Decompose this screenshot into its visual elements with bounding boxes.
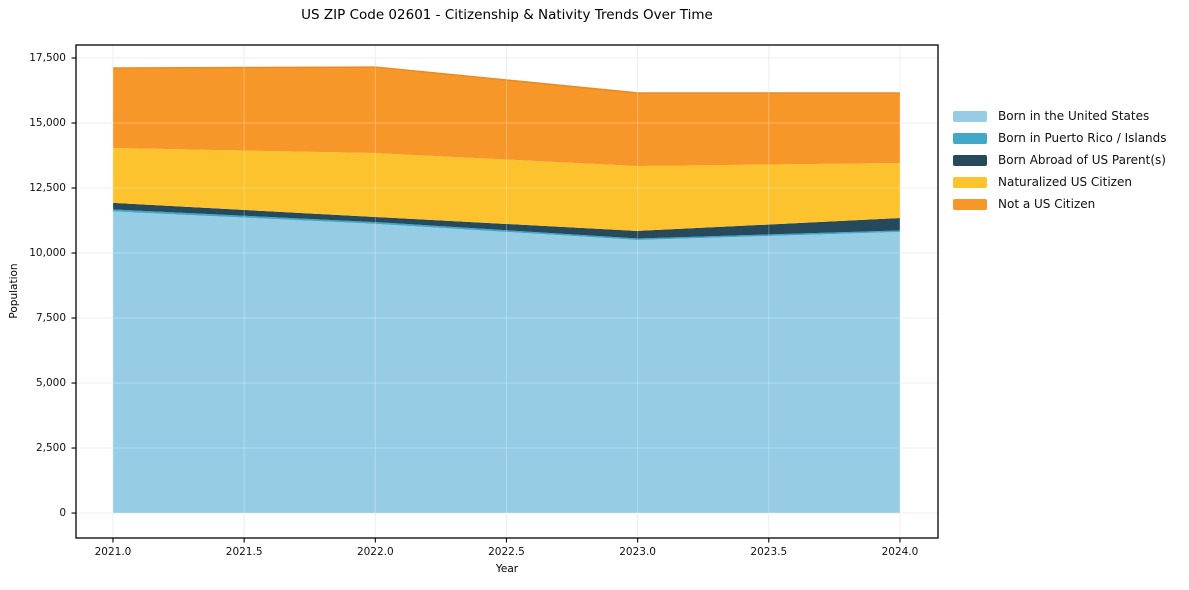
x-tick-label: 2022.0: [356, 546, 394, 558]
y-tick-label: 0: [59, 507, 66, 520]
x-axis-label: Year: [495, 563, 519, 575]
area-born-abroad-of-us-parent-s: [112, 202, 900, 239]
x-tick-label: 2024.0: [881, 546, 919, 558]
legend: Born in the United States Born in Puerto …: [953, 105, 1167, 215]
y-tick-label: 15,000: [29, 117, 66, 129]
legend-swatch: [953, 154, 987, 166]
y-tick-label: 12,500: [29, 182, 66, 194]
legend-label: Naturalized US Citizen: [998, 175, 1132, 189]
y-tick-label: 10,000: [29, 247, 66, 260]
y-tick-label: 2,500: [35, 442, 66, 455]
legend-item: Born in the United States: [953, 105, 1167, 127]
y-tick-label: 5,000: [35, 377, 66, 390]
total-top-edge: [112, 66, 900, 94]
legend-item: Naturalized US Citizen: [953, 171, 1167, 193]
legend-item: Born in Puerto Rico / Islands: [953, 127, 1167, 149]
area-naturalized-us-citizen: [112, 147, 900, 231]
x-tick-label: 2021.5: [225, 546, 263, 558]
legend-label: Not a US Citizen: [998, 197, 1096, 211]
area-not-a-us-citizen: [112, 67, 900, 167]
legend-label: Born Abroad of US Parent(s): [998, 153, 1166, 167]
legend-swatch: [953, 132, 987, 144]
y-tick-label: 17,500: [29, 52, 66, 64]
legend-swatch: [953, 198, 987, 210]
area-born-in-the-united-states: [112, 211, 900, 514]
y-tick-label: 7,500: [35, 312, 66, 325]
x-tick-label: 2023.0: [619, 546, 656, 558]
x-tick-label: 2023.5: [750, 546, 788, 558]
legend-swatch: [953, 110, 987, 122]
legend-item: Born Abroad of US Parent(s): [953, 149, 1167, 171]
x-tick-label: 2021.0: [94, 546, 132, 558]
x-tick-label: 2022.5: [488, 546, 525, 558]
legend-item: Not a US Citizen: [953, 193, 1167, 215]
legend-label: Born in Puerto Rico / Islands: [998, 131, 1167, 145]
legend-label: Born in the United States: [998, 109, 1150, 123]
legend-swatch: [953, 176, 987, 188]
chart-title: US ZIP Code 02601 - Citizenship & Nativi…: [301, 7, 713, 23]
